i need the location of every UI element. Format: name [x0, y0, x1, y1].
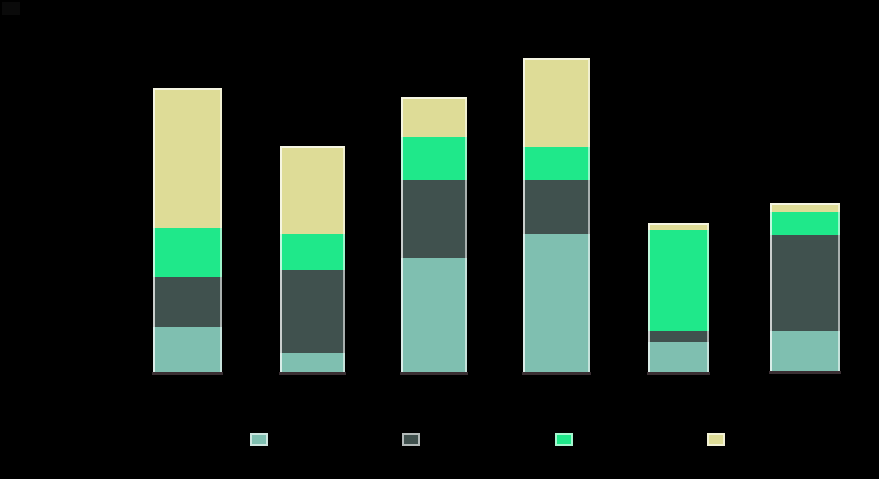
- bar-segment[interactable]: [153, 228, 222, 277]
- bar-segment[interactable]: [153, 327, 222, 372]
- legend-swatch-icon: [707, 433, 725, 446]
- bar-segment[interactable]: [523, 147, 590, 180]
- bar-stack[interactable]: [523, 58, 590, 372]
- bar-segment[interactable]: [153, 88, 222, 228]
- bar-segment[interactable]: [401, 137, 467, 180]
- bar-segment[interactable]: [401, 97, 467, 137]
- bar-segment[interactable]: [523, 234, 590, 372]
- chart-legend: [0, 425, 879, 455]
- bar-stack[interactable]: [280, 146, 345, 372]
- bar-baseline: [647, 372, 710, 375]
- bar-baseline: [152, 372, 223, 375]
- legend-swatch-icon: [250, 433, 268, 446]
- bar-segment[interactable]: [280, 234, 345, 270]
- bar-segment[interactable]: [401, 258, 467, 372]
- bar-segment[interactable]: [280, 146, 345, 234]
- bar-baseline: [522, 372, 591, 375]
- bar-segment[interactable]: [280, 270, 345, 353]
- bar-segment[interactable]: [648, 223, 709, 230]
- bar-segment[interactable]: [770, 331, 840, 371]
- bar-baseline: [400, 372, 468, 375]
- legend-swatch-icon: [555, 433, 573, 446]
- bar-segment[interactable]: [523, 58, 590, 147]
- bar-baseline: [279, 372, 346, 375]
- bar-baseline: [769, 371, 841, 374]
- bar-segment[interactable]: [648, 230, 709, 331]
- bar-segment[interactable]: [280, 353, 345, 372]
- bar-stack[interactable]: [401, 97, 467, 372]
- legend-swatch-icon: [402, 433, 420, 446]
- bar-segment[interactable]: [648, 342, 709, 372]
- bar-segment[interactable]: [770, 203, 840, 212]
- bar-segment[interactable]: [648, 331, 709, 342]
- bar-stack[interactable]: [648, 223, 709, 372]
- bar-segment[interactable]: [770, 212, 840, 235]
- bar-segment[interactable]: [401, 180, 467, 258]
- bar-stack[interactable]: [770, 203, 840, 371]
- bar-segment[interactable]: [153, 277, 222, 327]
- bar-stack[interactable]: [153, 88, 222, 372]
- bar-segment[interactable]: [523, 180, 590, 234]
- figure-corner-mark: [2, 2, 20, 15]
- bar-segment[interactable]: [770, 235, 840, 331]
